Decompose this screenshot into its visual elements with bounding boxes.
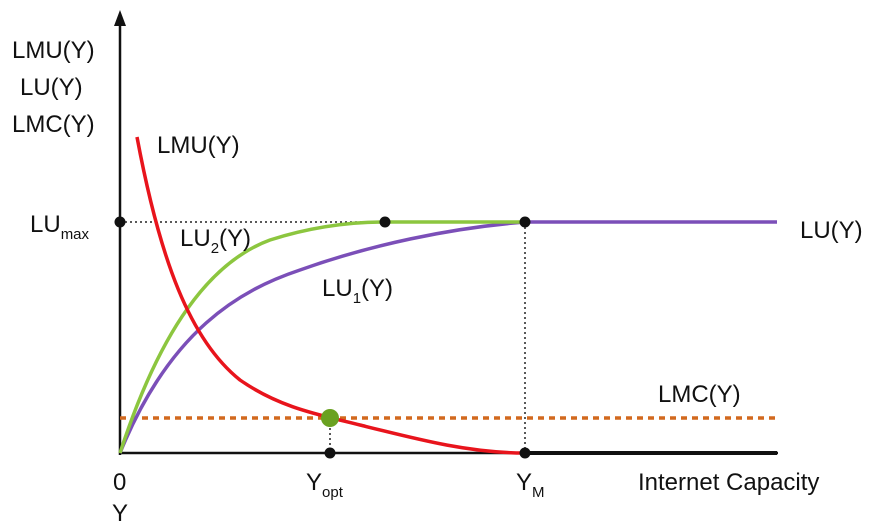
ym-top-point [519, 216, 531, 228]
y-axis-label-lmu: LMU(Y) [12, 37, 95, 64]
lmu-curve [135, 136, 526, 455]
lu2-curve-label: LU2(Y) [180, 225, 251, 257]
ym-bottom-point [519, 447, 531, 459]
y-axis-label-lu: LU(Y) [20, 74, 83, 101]
y-axis-arrow-icon [114, 10, 126, 26]
x-tick-origin: 0 [113, 469, 126, 496]
y-axis-label-lmc: LMC(Y) [12, 111, 95, 138]
lu1-curve-label: LU1(Y) [322, 275, 393, 307]
lu-max-point [114, 216, 126, 228]
optimum-point [321, 409, 339, 427]
x-tick-yopt: Yopt [306, 469, 344, 501]
lu2-curve [118, 220, 525, 454]
points [114, 216, 531, 459]
lu2-saturation-point [379, 216, 391, 228]
x-tick-origin-sub: Y [112, 500, 128, 526]
lmu-curve-label: LMU(Y) [157, 132, 240, 159]
lu1-curve [118, 220, 777, 454]
lu-curve-label: LU(Y) [800, 217, 863, 244]
lmc-curve-label: LMC(Y) [658, 381, 741, 408]
x-axis-label: Internet Capacity [638, 469, 819, 496]
lu-max-label: LUmax [30, 211, 90, 243]
x-tick-ym: YM [516, 469, 545, 501]
yopt-bottom-point [324, 447, 336, 459]
